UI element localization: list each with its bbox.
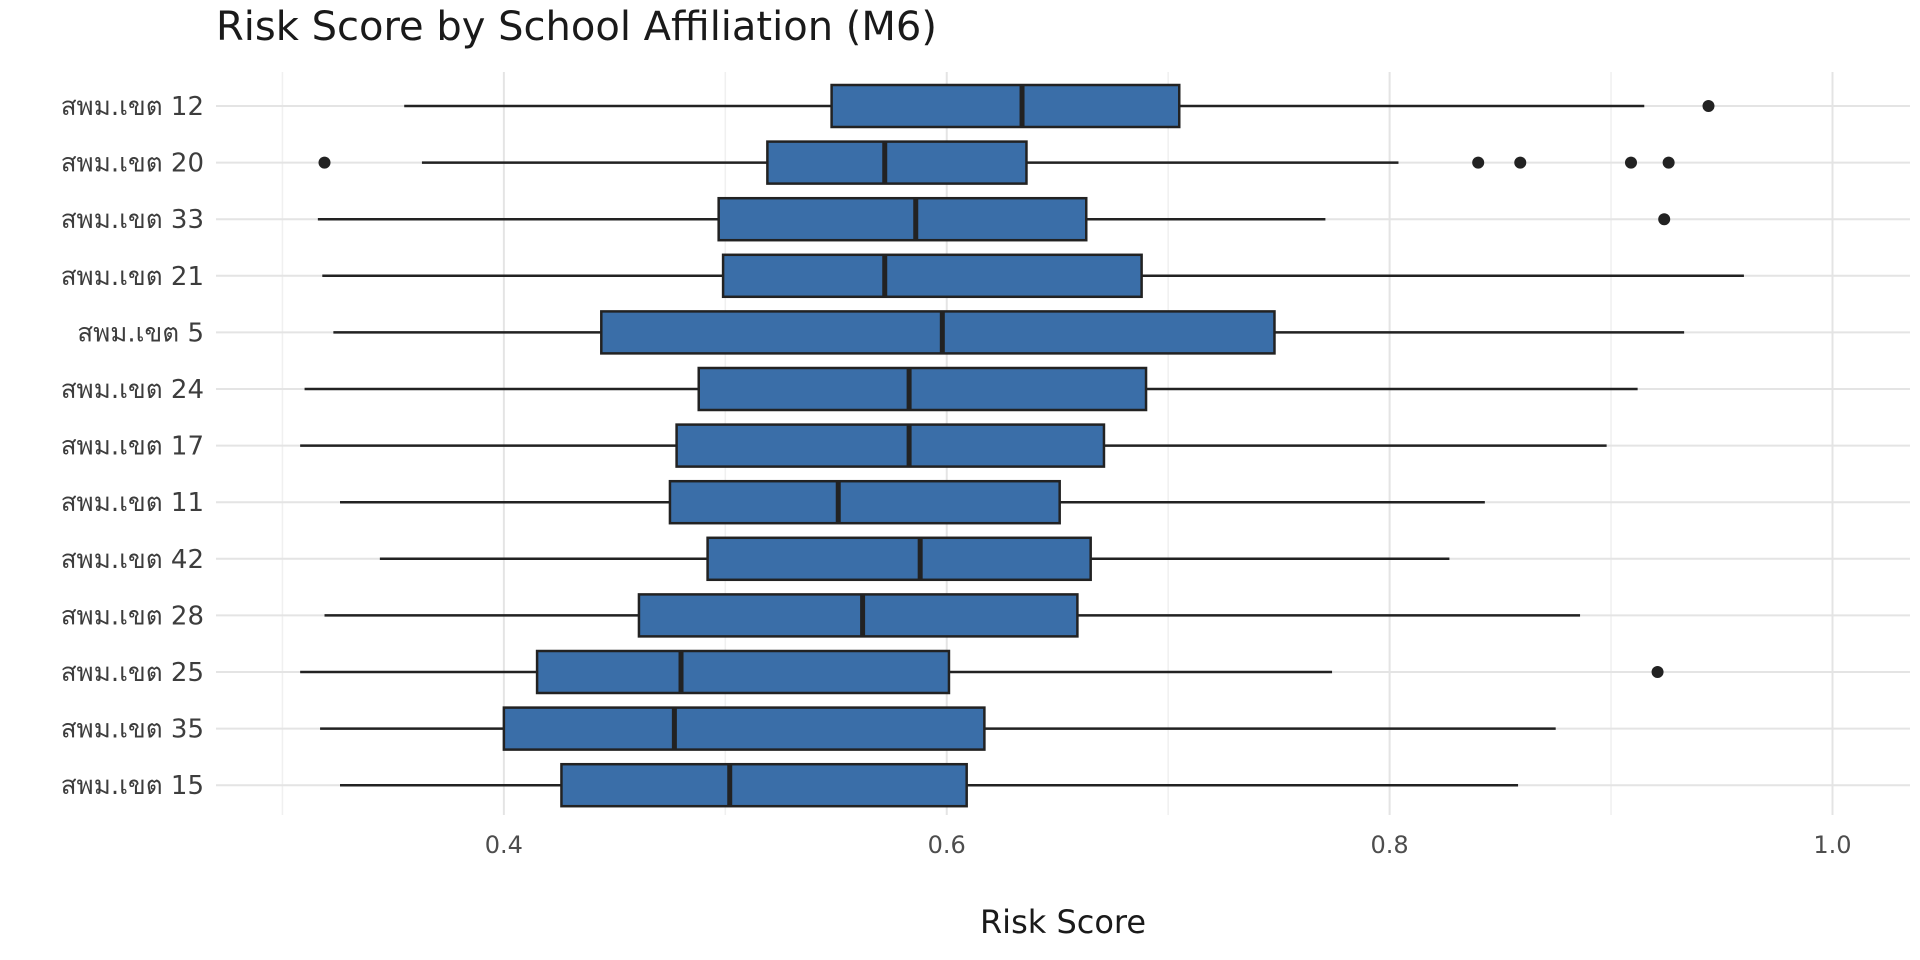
iqr-box bbox=[675, 423, 1106, 468]
iqr-box bbox=[535, 649, 951, 695]
x-tick-label: 0.6 bbox=[928, 831, 966, 859]
box-สพม.เขต 42 bbox=[379, 536, 1450, 582]
iqr-box bbox=[697, 366, 1148, 412]
iqr-box bbox=[502, 706, 986, 751]
box-สพม.เขต 25 bbox=[300, 649, 1664, 695]
box-สพม.เขต 28 bbox=[324, 593, 1581, 638]
y-tick-label: สพม.เขต 15 bbox=[61, 771, 204, 801]
outlier-point bbox=[318, 156, 331, 169]
y-tick-label: สพม.เขต 35 bbox=[61, 715, 204, 745]
y-tick-label: สพม.เขต 17 bbox=[61, 432, 204, 462]
outlier-point bbox=[1662, 156, 1675, 169]
box-สพม.เขต 5 bbox=[333, 310, 1685, 355]
outlier-point bbox=[1702, 100, 1715, 112]
box-สพม.เขต 21 bbox=[322, 253, 1744, 299]
x-tick-label: 1.0 bbox=[1813, 831, 1851, 859]
iqr-box bbox=[706, 536, 1092, 582]
x-axis-label: Risk Score bbox=[979, 903, 1147, 941]
chart-title: Risk Score by School Affiliation (M6) bbox=[216, 4, 937, 50]
box-สพม.เขต 24 bbox=[304, 366, 1638, 412]
y-axis-tick-labels: สพม.เขต 12 สพม.เขต 20 สพม.เขต 33 สพม.เขต 21… bbox=[61, 92, 204, 801]
iqr-box bbox=[668, 479, 1061, 525]
iqr-box bbox=[721, 253, 1143, 299]
y-tick-label: สพม.เขต 20 bbox=[61, 149, 204, 179]
y-tick-label: สพม.เขต 24 bbox=[61, 375, 204, 405]
x-axis-tick-labels: 0.4 0.6 0.8 1.0 bbox=[485, 831, 1852, 859]
iqr-box bbox=[600, 310, 1276, 355]
y-tick-label: สพม.เขต 25 bbox=[61, 658, 204, 688]
y-tick-label: สพม.เขต 33 bbox=[61, 205, 204, 235]
boxes bbox=[300, 83, 1744, 808]
iqr-box bbox=[766, 140, 1028, 185]
outlier-point bbox=[1472, 156, 1485, 169]
box-สพม.เขต 15 bbox=[340, 762, 1519, 808]
box-สพม.เขต 17 bbox=[300, 423, 1607, 468]
outlier-point bbox=[1651, 666, 1664, 678]
box-สพม.เขต 12 bbox=[404, 83, 1715, 129]
box-สพม.เขต 20 bbox=[318, 140, 1675, 185]
iqr-box bbox=[560, 762, 968, 808]
y-tick-label: สพม.เขต 12 bbox=[61, 92, 204, 122]
outlier-point bbox=[1514, 156, 1527, 169]
outlier-point bbox=[1658, 213, 1671, 226]
box-สพม.เขต 11 bbox=[340, 479, 1485, 525]
iqr-box bbox=[637, 593, 1079, 638]
y-tick-label: สพม.เขต 28 bbox=[61, 601, 204, 631]
y-tick-label: สพม.เขต 5 bbox=[77, 318, 204, 348]
y-tick-label: สพม.เขต 42 bbox=[61, 545, 204, 575]
iqr-box bbox=[717, 196, 1088, 242]
iqr-box bbox=[830, 83, 1181, 129]
y-tick-label: สพม.เขต 21 bbox=[61, 262, 204, 292]
box-สพม.เขต 35 bbox=[320, 706, 1556, 751]
x-tick-label: 0.4 bbox=[485, 831, 523, 859]
outlier-point bbox=[1624, 156, 1637, 169]
box-สพม.เขต 33 bbox=[317, 196, 1671, 242]
x-tick-label: 0.8 bbox=[1371, 831, 1409, 859]
y-tick-label: สพม.เขต 11 bbox=[61, 488, 204, 518]
